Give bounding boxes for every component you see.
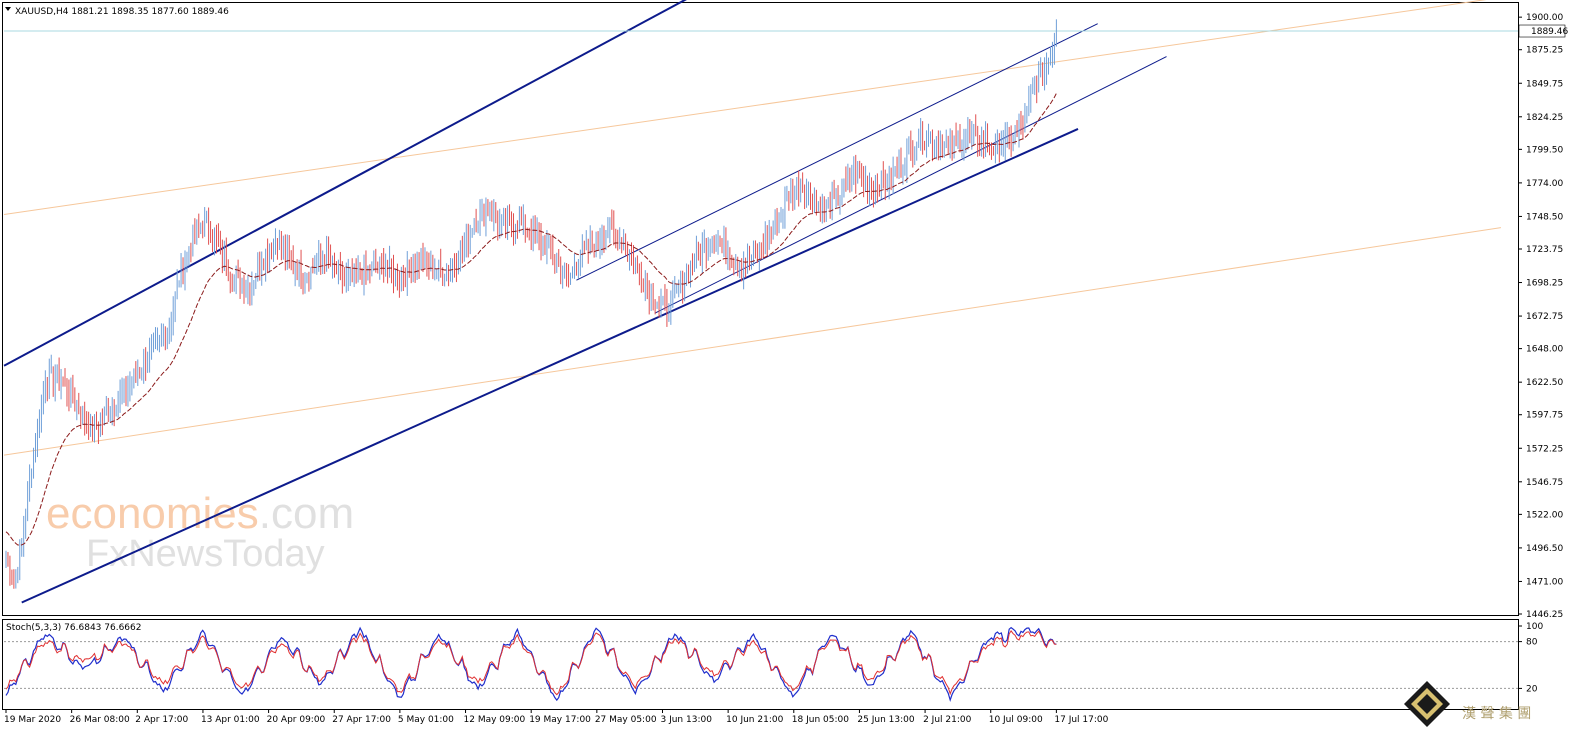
watermark-fxnewstoday: FxNewsToday	[86, 533, 325, 575]
price-tick-label: 1471.00	[1526, 577, 1563, 587]
stoch-signal-line	[5, 630, 1057, 696]
fib-line	[3, 0, 1487, 215]
logo-chinese-text: 漢 聲 集 團	[1462, 705, 1531, 722]
company-logo: 漢 聲 集 團	[1404, 681, 1531, 727]
time-tick-label: 5 May 01:00	[398, 715, 454, 725]
time-tick-label: 13 Apr 01:00	[201, 715, 260, 725]
price-tick-label: 1875.25	[1526, 46, 1563, 56]
price-tick-label: 1698.25	[1526, 279, 1563, 289]
time-tick-label: 19 Mar 2020	[4, 715, 61, 725]
time-tick-label: 3 Jun 13:00	[660, 715, 712, 725]
time-tick-label: 10 Jul 09:00	[989, 715, 1043, 725]
time-axis: 19 Mar 2020 26 Mar 08:00 2 Apr 17:00 13 Apr…	[4, 709, 1109, 725]
price-tick-label: 1446.25	[1526, 610, 1563, 620]
price-tick-label: 1900.00	[1526, 13, 1563, 23]
time-tick-label: 27 Apr 17:00	[332, 715, 391, 725]
stoch-panel-frame	[2, 619, 1519, 710]
time-tick-label: 26 Mar 08:00	[70, 715, 130, 725]
time-tick-label: 27 May 05:00	[595, 715, 657, 725]
stoch-levels	[4, 641, 1518, 689]
svg-text:economies.com: economies.com	[46, 489, 354, 538]
price-axis: 1900.00 1875.25 1849.75 1824.25 1799.50 1774.…	[1518, 13, 1563, 620]
symbol-header: XAUUSD,H4 1881.21 1898.35 1877.60 1889.4…	[5, 7, 229, 17]
price-tick-label: 1496.50	[1526, 544, 1563, 554]
watermark-dotcom: .com	[259, 489, 354, 538]
price-tick-label: 1799.50	[1526, 145, 1563, 155]
price-tick-label: 1622.50	[1526, 378, 1563, 388]
fib-lines	[3, 0, 1501, 456]
price-tick-label: 1597.75	[1526, 411, 1563, 421]
price-tick-label: 1723.75	[1526, 245, 1563, 255]
price-tick-label: 1774.00	[1526, 179, 1563, 189]
channel-line	[21, 128, 1079, 604]
symbol-ohlc-text: XAUUSD,H4 1881.21 1898.35 1877.60 1889.4…	[15, 7, 229, 17]
stoch-tick-label: 100	[1526, 622, 1543, 632]
stoch-tick-label: 20	[1526, 684, 1538, 694]
watermark-economies: economies	[46, 489, 259, 538]
main-panel-frame	[2, 2, 1519, 616]
price-tick-label: 1748.50	[1526, 212, 1563, 222]
stoch-axis: 100 80 20	[1518, 622, 1543, 694]
moving-average-line	[5, 93, 1057, 546]
fib-line	[3, 227, 1501, 456]
price-tick-label: 1522.00	[1526, 510, 1563, 520]
time-tick-label: 17 Jul 17:00	[1054, 715, 1108, 725]
stoch-tick-label: 80	[1526, 638, 1538, 648]
time-tick-label: 19 May 17:00	[529, 715, 591, 725]
price-tick-label: 1546.75	[1526, 478, 1563, 488]
time-tick-label: 12 May 09:00	[464, 715, 526, 725]
time-tick-label: 25 Jun 13:00	[857, 715, 914, 725]
time-tick-label: 10 Jun 21:00	[726, 715, 783, 725]
stoch-main-line	[5, 626, 1057, 702]
time-tick-label: 20 Apr 09:00	[267, 715, 326, 725]
watermark: economies.com FxNewsToday	[46, 489, 354, 575]
channel-line	[576, 23, 1098, 281]
current-price-label: 1889.46	[1531, 27, 1568, 37]
stoch-header-text: Stoch(5,3,3) 76.6843 76.6662	[6, 623, 141, 633]
collapse-arrow-icon[interactable]	[5, 7, 11, 11]
price-tick-label: 1672.75	[1526, 312, 1563, 322]
price-tick-label: 1824.25	[1526, 113, 1563, 123]
price-tick-label: 1849.75	[1526, 79, 1563, 89]
channel-line	[654, 56, 1167, 314]
price-tick-label: 1648.00	[1526, 345, 1563, 355]
time-tick-label: 18 Jun 05:00	[792, 715, 849, 725]
channel-lines[interactable]	[3, 0, 1167, 604]
channel-line	[3, 0, 687, 367]
diamond-logo-icon	[1404, 681, 1450, 727]
time-tick-label: 2 Jul 21:00	[923, 715, 972, 725]
price-tick-label: 1572.25	[1526, 444, 1563, 454]
current-price-badge: 1889.46	[1518, 24, 1568, 38]
time-tick-label: 2 Apr 17:00	[135, 715, 188, 725]
